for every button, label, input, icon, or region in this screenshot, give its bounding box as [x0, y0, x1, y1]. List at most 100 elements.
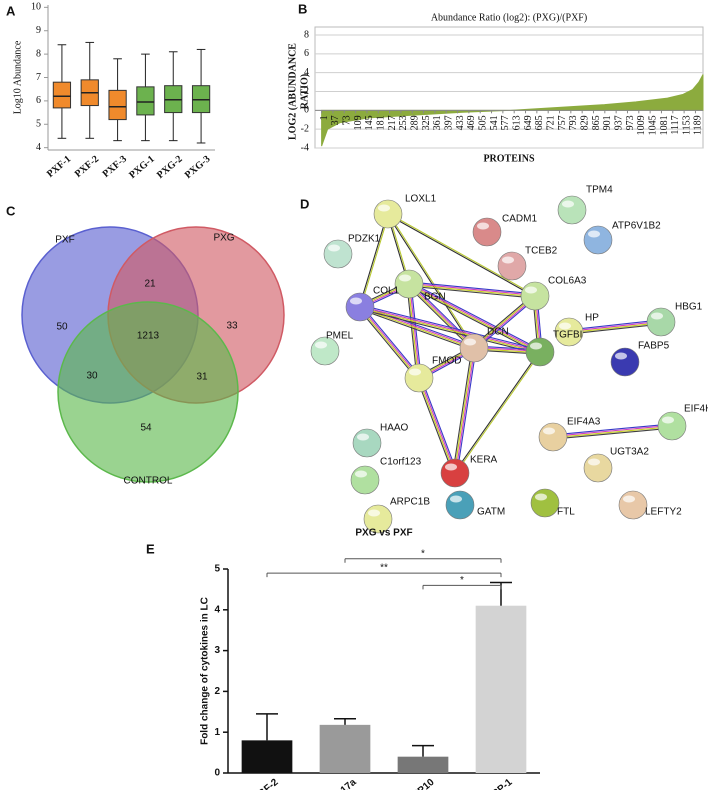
edge: [552, 423, 672, 436]
node-highlight: [409, 368, 421, 376]
edge: [453, 351, 540, 473]
node-highlight: [328, 244, 340, 252]
y-tick-label: 8: [36, 48, 41, 59]
x-tick-label: 361: [432, 115, 443, 130]
x-tick-label: 1117: [670, 115, 681, 134]
x-tick-label: 73: [342, 115, 353, 125]
edge: [359, 307, 474, 350]
edge: [407, 285, 473, 350]
edge: [569, 323, 662, 335]
node-highlight: [315, 341, 327, 349]
box: [52, 81, 72, 109]
x-tick-label: 1189: [693, 115, 704, 135]
edge: [409, 282, 536, 296]
node-highlight: [588, 230, 600, 238]
node: [646, 307, 676, 337]
x-tick-label: 1: [319, 115, 330, 120]
x-tick-label: PXG-2: [155, 154, 185, 181]
chart-title: Abundance Ratio (log2): (PXG)/(PXF): [431, 12, 587, 23]
node-highlight: [662, 416, 674, 424]
edge: [409, 283, 475, 348]
node-highlight: [378, 204, 390, 212]
x-tick-label: 973: [625, 115, 636, 130]
node: [520, 281, 550, 311]
node-label: COL6A3: [548, 276, 587, 287]
x-tick-label: 289: [410, 115, 421, 130]
x-tick-label: PXF-3: [101, 154, 129, 180]
edge: [360, 305, 541, 352]
x-tick-label: 325: [421, 115, 432, 130]
x-tick-label: 253: [398, 115, 409, 130]
edge: [409, 281, 536, 295]
x-tick-label: 649: [523, 115, 534, 130]
y-tick-label: 0: [214, 768, 220, 779]
y-tick-label: 6: [36, 95, 41, 106]
edge: [409, 282, 541, 352]
node-label: HP: [585, 313, 599, 324]
node-label: CADM1: [502, 214, 537, 225]
x-axis-label: PROTEINS: [483, 153, 535, 164]
node-highlight: [357, 433, 369, 441]
y-tick-label: 3: [214, 645, 220, 656]
node-highlight: [355, 470, 367, 478]
panel-label: A: [6, 3, 16, 18]
node-highlight: [615, 352, 627, 360]
node-highlight: [623, 495, 635, 503]
x-tick-label: 541: [489, 115, 500, 130]
x-tick-label: 901: [602, 115, 613, 130]
node-label: TGFBI: [553, 330, 582, 341]
x-tick-label: MCP-1: [484, 777, 515, 790]
y-tick-label: 8: [304, 29, 309, 40]
chart-title: PXG vs PXF: [355, 528, 412, 539]
node-label: KERA: [470, 455, 498, 466]
y-tick-label: 10: [31, 2, 41, 13]
x-tick-label: IP10: [414, 777, 437, 790]
edge: [408, 284, 535, 298]
panel-label: B: [298, 1, 307, 16]
y-tick-label: 2: [304, 86, 309, 97]
edge: [409, 283, 421, 378]
bar: [397, 756, 449, 773]
x-tick-label: 37: [330, 115, 341, 125]
node-highlight: [525, 286, 537, 294]
edge: [360, 304, 475, 347]
edge: [357, 307, 418, 380]
node-highlight: [445, 463, 457, 471]
edge: [568, 320, 661, 332]
edge: [552, 424, 672, 437]
edge: [359, 308, 474, 351]
node-label: LOXL1: [405, 194, 437, 205]
edge: [553, 426, 673, 439]
region-count: 33: [226, 321, 238, 332]
x-tick-label: 397: [444, 115, 455, 130]
edge: [408, 284, 540, 354]
node-label: HAAO: [380, 423, 409, 434]
edge: [568, 319, 661, 331]
y-tick-label: 5: [214, 564, 220, 575]
y-tick-label: -2: [301, 123, 309, 134]
edge: [407, 285, 540, 355]
x-tick-label: 937: [613, 115, 624, 130]
x-tick-label: PXF-2: [73, 154, 101, 180]
node-label: ATP6V1B2: [612, 221, 661, 232]
x-tick-label: 865: [591, 115, 602, 130]
y-tick-label: 4: [36, 142, 41, 153]
y-tick-label: 5: [36, 119, 41, 130]
y-tick-label: 6: [304, 48, 309, 59]
significance-label: *: [421, 548, 425, 559]
panel-label: D: [300, 196, 309, 211]
node-label: FTL: [557, 507, 575, 518]
edge: [361, 305, 422, 378]
venn-set: [57, 301, 239, 483]
y-tick-label: 0: [304, 105, 309, 116]
x-tick-label: 433: [455, 115, 466, 130]
set-label: PXG: [213, 233, 234, 244]
node: [345, 292, 375, 322]
y-tick-label: 2: [214, 686, 220, 697]
edge: [455, 352, 542, 474]
x-tick-label: 829: [579, 115, 590, 130]
edge: [453, 347, 474, 473]
edge: [360, 306, 420, 378]
x-tick-label: 757: [557, 115, 568, 130]
